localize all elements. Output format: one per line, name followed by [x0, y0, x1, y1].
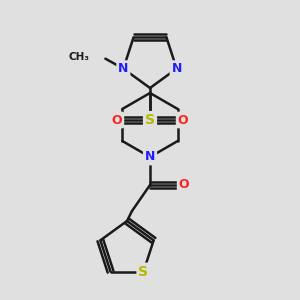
Text: N: N	[171, 62, 182, 75]
Text: S: S	[145, 113, 155, 127]
Text: CH₃: CH₃	[68, 52, 89, 62]
Text: O: O	[179, 178, 189, 191]
Text: N: N	[118, 62, 129, 75]
Text: N: N	[145, 151, 155, 164]
Text: O: O	[178, 113, 188, 127]
Text: S: S	[139, 265, 148, 279]
Text: O: O	[112, 113, 122, 127]
